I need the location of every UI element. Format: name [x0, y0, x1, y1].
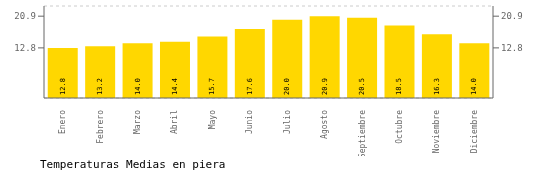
svg-text:Septiembre: Septiembre: [358, 110, 367, 156]
svg-text:12.8: 12.8: [59, 78, 67, 95]
svg-text:Diciembre: Diciembre: [470, 110, 479, 154]
svg-text:Agosto: Agosto: [320, 110, 329, 139]
svg-text:13.2: 13.2: [96, 78, 104, 95]
svg-text:20.5: 20.5: [358, 78, 366, 95]
svg-text:20.9: 20.9: [321, 78, 329, 95]
svg-text:Marzo: Marzo: [133, 110, 142, 134]
svg-text:Febrero: Febrero: [96, 110, 105, 144]
svg-text:Mayo: Mayo: [208, 110, 217, 129]
html-text:Temperaturas Medias en piera: Temperaturas Medias en piera: [40, 158, 226, 171]
svg-text:15.7: 15.7: [208, 78, 216, 95]
svg-text:20.9: 20.9: [501, 11, 523, 21]
svg-text:14.0: 14.0: [134, 78, 142, 95]
svg-text:20.9: 20.9: [14, 11, 36, 21]
svg-text:Noviembre: Noviembre: [432, 110, 441, 154]
svg-text:16.3: 16.3: [433, 78, 441, 95]
svg-text:17.6: 17.6: [246, 78, 254, 95]
svg-text:14.0: 14.0: [470, 78, 478, 95]
svg-text:14.4: 14.4: [171, 78, 179, 95]
svg-text:18.5: 18.5: [395, 78, 403, 95]
svg-text:Julio: Julio: [283, 110, 292, 134]
svg-text:Junio: Junio: [245, 110, 254, 134]
svg-text:Abril: Abril: [170, 110, 179, 134]
svg-text:12.8: 12.8: [14, 43, 36, 53]
svg-text:Enero: Enero: [58, 110, 67, 134]
svg-text:12.8: 12.8: [501, 43, 523, 53]
svg-text:Octubre: Octubre: [395, 110, 404, 144]
svg-text:20.0: 20.0: [283, 78, 291, 95]
